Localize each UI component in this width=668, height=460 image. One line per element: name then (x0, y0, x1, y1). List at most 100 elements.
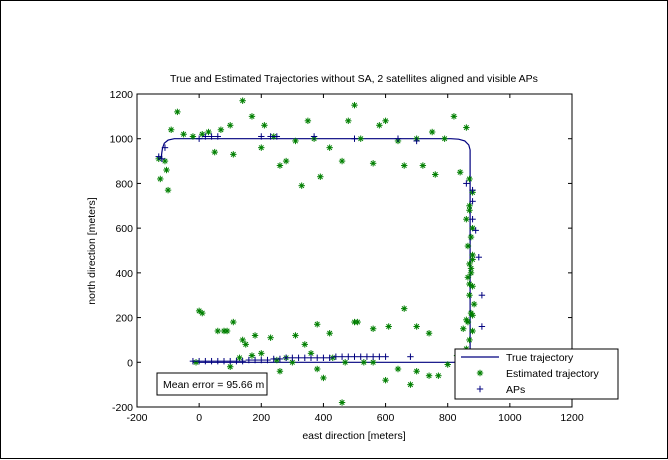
chart-title: True and Estimated Trajectories without … (170, 73, 538, 85)
point-estimated (407, 381, 414, 388)
point-estimated (466, 207, 473, 214)
x-tick-label: -200 (126, 412, 147, 424)
legend-star-symbol (476, 369, 484, 377)
point-ap (320, 354, 327, 362)
point-estimated (467, 265, 475, 272)
point-estimated (469, 283, 476, 290)
point-estimated (470, 300, 478, 308)
point-estimated (180, 131, 187, 138)
point-ap (220, 357, 228, 365)
point-estimated (239, 336, 246, 344)
x-tick-label: 0 (196, 412, 202, 424)
point-estimated (163, 166, 170, 174)
point-ap (345, 353, 352, 360)
legend-label-estimated-trajectory: Estimated trajectory (506, 368, 600, 380)
point-estimated (301, 341, 308, 348)
point-estimated (164, 186, 172, 194)
point-estimated (376, 122, 383, 129)
point-ap (270, 355, 277, 363)
point-estimated (304, 117, 312, 125)
point-estimated (394, 365, 402, 373)
point-estimated (230, 318, 237, 326)
point-estimated (298, 182, 305, 189)
mean-error-text: Mean error = 95.66 m (163, 379, 265, 391)
y-tick-label: 200 (115, 313, 133, 325)
point-estimated (292, 137, 299, 145)
y-tick-label: 0 (127, 357, 133, 369)
point-ap (258, 133, 265, 140)
point-estimated (220, 327, 228, 335)
point-estimated (425, 372, 433, 379)
y-tick-label: 1200 (110, 89, 134, 101)
point-estimated (464, 242, 472, 250)
point-estimated (360, 359, 368, 366)
point-estimated (282, 157, 290, 165)
point-estimated (161, 157, 169, 165)
point-estimated (239, 97, 246, 104)
point-estimated (167, 126, 175, 133)
point-ap (202, 133, 209, 140)
x-tick-label: 400 (315, 412, 333, 424)
point-estimated (267, 334, 274, 341)
point-estimated (248, 113, 256, 120)
point-ap (363, 353, 371, 360)
point-estimated (326, 144, 333, 151)
point-estimated (401, 162, 408, 169)
x-tick-label: 600 (377, 412, 395, 424)
point-estimated (466, 202, 473, 209)
point-estimated (450, 113, 458, 120)
x-tick-label: 1000 (498, 412, 522, 424)
point-estimated (326, 330, 333, 337)
point-ap (195, 357, 203, 365)
point-estimated (248, 352, 256, 359)
point-estimated (261, 122, 268, 129)
point-estimated (385, 323, 392, 330)
point-estimated (466, 260, 473, 268)
point-estimated (466, 280, 473, 288)
point-ap (407, 353, 414, 360)
point-estimated (320, 374, 327, 382)
point-estimated (435, 372, 442, 379)
legend-plus-marker (476, 385, 484, 393)
point-ap (208, 133, 215, 140)
y-tick-label: 800 (115, 178, 133, 190)
point-ap (214, 133, 221, 140)
point-estimated (382, 117, 389, 125)
x-tick-label: 800 (439, 412, 457, 424)
point-ap (326, 354, 333, 362)
point-estimated (195, 307, 203, 315)
point-ap (478, 323, 486, 330)
y-tick-label: 400 (115, 268, 133, 280)
legend-label-aps: APs (506, 384, 525, 396)
point-estimated (354, 318, 361, 326)
point-ap (369, 353, 377, 360)
point-ap (289, 354, 296, 362)
legend-star-marker (476, 369, 484, 377)
point-estimated (189, 133, 197, 140)
point-ap (245, 356, 253, 364)
point-ap (158, 155, 166, 163)
point-estimated (466, 175, 473, 183)
point-estimated (338, 399, 346, 406)
point-ap (227, 357, 234, 365)
point-estimated (466, 292, 473, 299)
point-ap (258, 356, 265, 364)
point-estimated (214, 327, 221, 335)
point-ap (214, 357, 221, 365)
point-ap (202, 357, 209, 365)
point-ap (338, 353, 346, 360)
point-ap (469, 216, 476, 223)
point-estimated (464, 274, 472, 281)
mean-error-box: Mean error = 95.66 m (156, 372, 268, 396)
point-estimated (419, 162, 427, 169)
legend-plus-symbol (476, 385, 484, 393)
point-estimated (314, 365, 321, 373)
point-ap (475, 254, 482, 261)
point-estimated (444, 361, 451, 368)
point-estimated (469, 256, 476, 263)
point-ap (472, 227, 479, 234)
point-estimated (460, 325, 467, 332)
point-ap (394, 135, 402, 142)
